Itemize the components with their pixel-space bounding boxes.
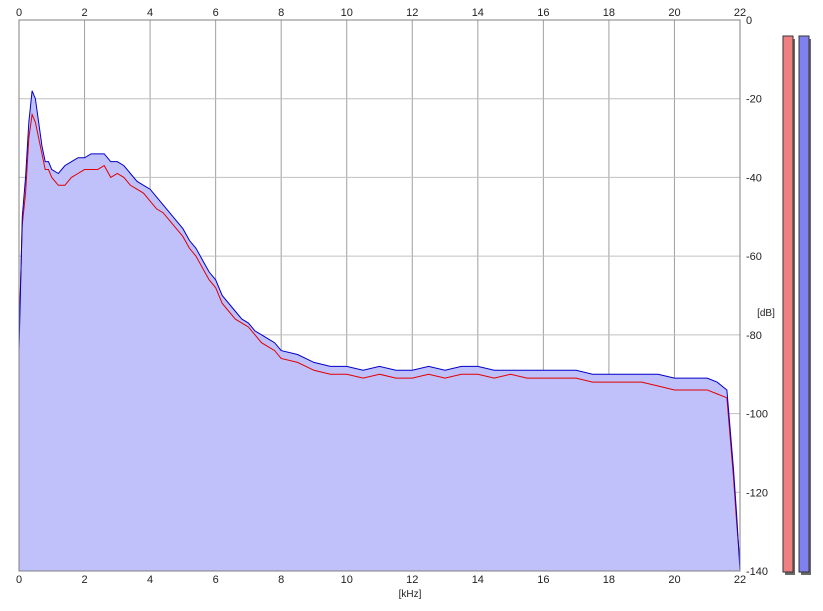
x-tick-label-bottom-2: 4 <box>147 574 153 586</box>
x-tick-label-bottom-6: 12 <box>406 574 418 586</box>
x-tick-label-top-6: 12 <box>406 7 418 19</box>
y-tick-label-0: 0 <box>746 15 752 27</box>
y-tick-label-6: -120 <box>746 487 768 499</box>
x-tick-label-top-8: 16 <box>537 7 549 19</box>
x-tick-label-top-10: 20 <box>668 7 680 19</box>
y-tick-label-3: -60 <box>746 251 762 263</box>
x-tick-label-bottom-11: 22 <box>734 574 746 586</box>
x-tick-label-top-7: 14 <box>472 7 484 19</box>
x-axis-label: [kHz] <box>399 589 422 600</box>
x-tick-label-top-4: 8 <box>278 7 284 19</box>
y-tick-label-4: -80 <box>746 330 762 342</box>
series-line-1 <box>18 90 741 572</box>
x-tick-label-top-1: 2 <box>81 7 87 19</box>
y-axis-label: [dB] <box>757 308 775 319</box>
x-tick-label-bottom-7: 14 <box>472 574 484 586</box>
x-tick-label-top-5: 10 <box>341 7 353 19</box>
spectrum-series <box>18 90 741 572</box>
x-tick-label-top-11: 22 <box>734 7 746 19</box>
x-tick-label-bottom-1: 2 <box>81 574 87 586</box>
level-meters <box>782 35 811 575</box>
series-line-0 <box>18 112 741 564</box>
x-tick-label-bottom-4: 8 <box>278 574 284 586</box>
tick-labels: 002244668810101212141416161818202022220-… <box>16 7 768 586</box>
spectrum-fill-area <box>19 90 740 571</box>
plot-frame <box>18 19 741 572</box>
level-meter-left <box>782 35 794 573</box>
x-tick-label-top-9: 18 <box>603 7 615 19</box>
x-tick-label-top-0: 0 <box>16 7 22 19</box>
level-meter-right <box>798 35 810 573</box>
plot-border <box>18 19 741 572</box>
x-tick-label-bottom-10: 20 <box>668 574 680 586</box>
x-tick-label-bottom-9: 18 <box>603 574 615 586</box>
x-tick-label-bottom-5: 10 <box>341 574 353 586</box>
x-tick-label-top-3: 6 <box>213 7 219 19</box>
x-tick-label-bottom-0: 0 <box>16 574 22 586</box>
y-tick-label-2: -40 <box>746 172 762 184</box>
x-tick-label-bottom-8: 16 <box>537 574 549 586</box>
spectrum-fill <box>19 90 740 571</box>
x-tick-label-bottom-3: 6 <box>213 574 219 586</box>
y-tick-label-5: -100 <box>746 409 768 421</box>
y-tick-label-7: -140 <box>746 566 768 578</box>
y-tick-label-1: -20 <box>746 94 762 106</box>
x-tick-label-top-2: 4 <box>147 7 153 19</box>
